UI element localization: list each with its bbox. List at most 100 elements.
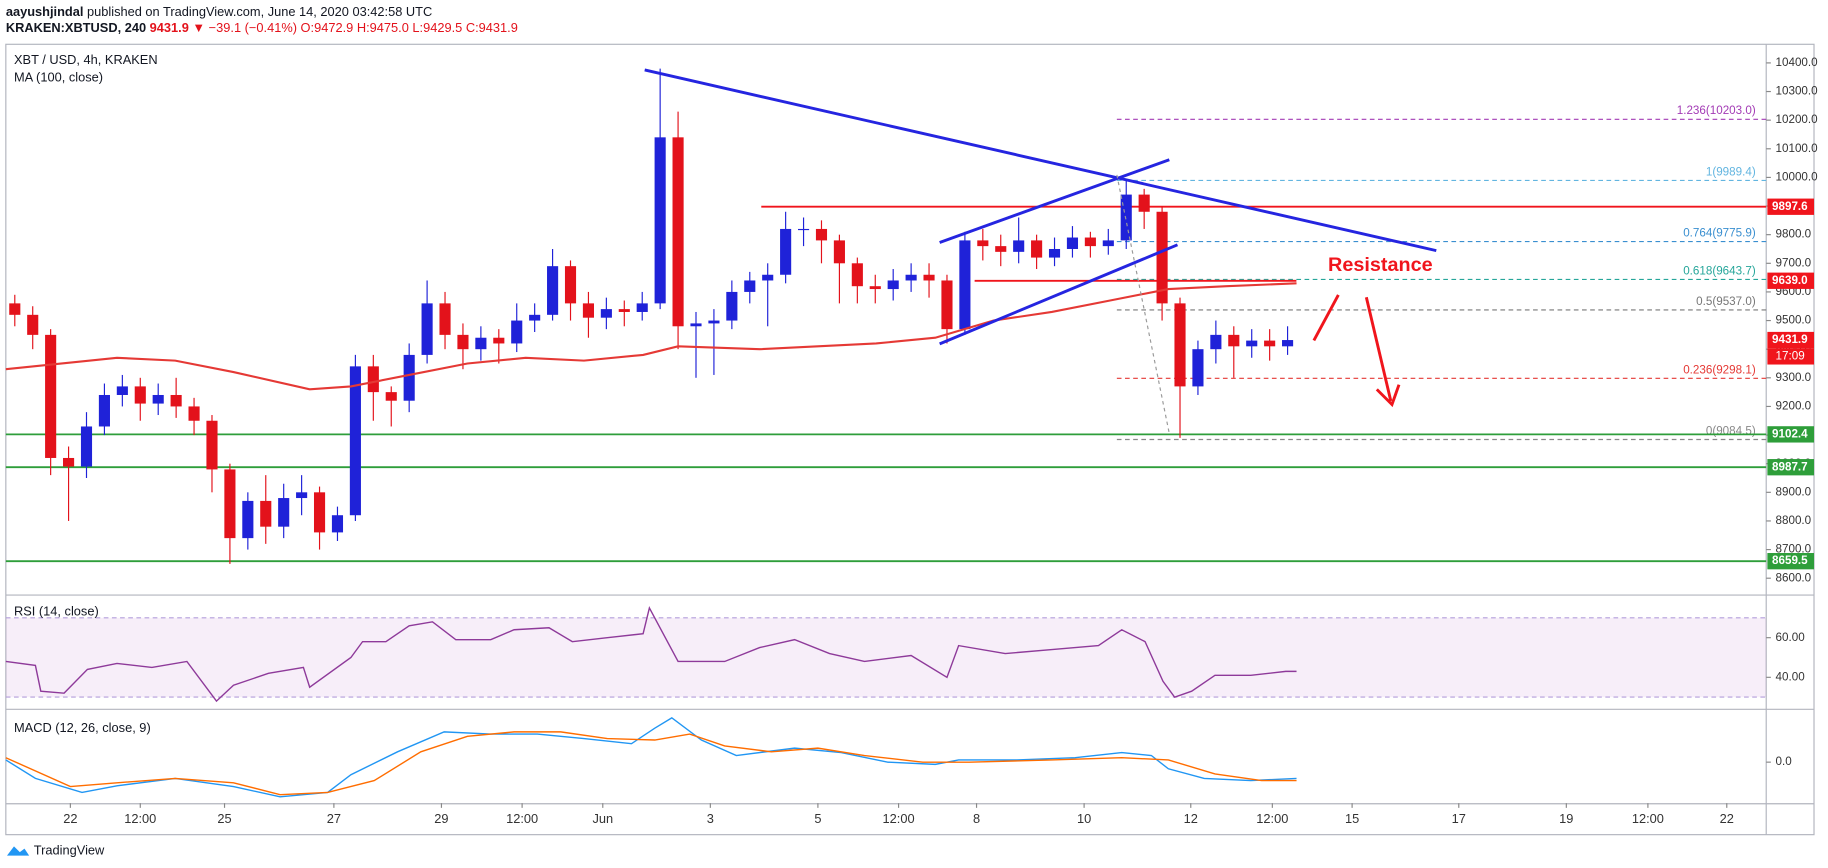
- candle-body: [547, 266, 559, 315]
- countdown-box: [1767, 348, 1815, 365]
- y-tick-label: 9500.0: [1776, 314, 1812, 327]
- macd-line: [5, 717, 1297, 798]
- x-tick-label: 12:00: [124, 811, 156, 826]
- candle-body: [188, 406, 200, 421]
- price-label-box: [1767, 198, 1815, 215]
- countdown: 17:09: [1776, 349, 1805, 362]
- candle-body: [116, 386, 128, 395]
- fib-label: 0(9084.5): [1706, 424, 1756, 437]
- y-tick-label: 8600.0: [1776, 571, 1812, 584]
- candle-body: [1246, 340, 1258, 347]
- rsi-tick-label: 40.00: [1776, 670, 1806, 683]
- rsi-tick-label: 60.00: [1776, 631, 1806, 644]
- candle-body: [582, 303, 594, 318]
- change: ▼ −39.1 (−0.41%): [192, 21, 297, 36]
- candle-body: [1282, 340, 1294, 347]
- x-tick-label: 12:00: [1256, 811, 1288, 826]
- y-tick-label: 10400.0: [1776, 56, 1819, 69]
- fib-label: 0.618(9643.7): [1683, 264, 1756, 277]
- candle-body: [564, 266, 577, 304]
- candle-body: [9, 303, 21, 315]
- candle-body: [27, 314, 39, 335]
- candle-body: [296, 492, 308, 499]
- rsi-line: [5, 606, 1297, 703]
- candle-body: [600, 309, 612, 318]
- price-label-box: [1767, 459, 1815, 476]
- x-tick-label: 8: [973, 811, 980, 826]
- y-tick-label: 9200.0: [1776, 400, 1812, 413]
- x-tick-label: 25: [217, 811, 231, 826]
- candle-body: [690, 323, 702, 327]
- candle-body: [780, 228, 792, 275]
- candle-body: [618, 309, 630, 312]
- price-label-box: [1767, 331, 1815, 349]
- candle-body: [726, 291, 738, 321]
- x-tick-label: 22: [1720, 811, 1734, 826]
- candle-body: [224, 469, 236, 539]
- candle-body: [1102, 240, 1114, 247]
- trend-line: [644, 68, 1437, 253]
- y-tick-label: 10300.0: [1776, 85, 1819, 98]
- y-tick-label: 10000.0: [1776, 170, 1819, 183]
- header-line: aayushjindal published on TradingView.co…: [6, 4, 432, 19]
- candle-body: [367, 366, 379, 393]
- x-tick-label: 19: [1559, 811, 1573, 826]
- symbol: KRAKEN:XBTUSD, 240: [6, 21, 146, 36]
- ohlc: O:9472.9 H:9475.0 L:9429.5 C:9431.9: [301, 21, 518, 36]
- rsi-title: RSI (14, close): [14, 603, 99, 618]
- candle-body: [833, 240, 845, 264]
- fib-trend: [1116, 174, 1170, 434]
- symbol-line: KRAKEN:XBTUSD, 240 9431.9 ▼ −39.1 (−0.41…: [6, 21, 518, 36]
- price-label-box: [1767, 426, 1815, 443]
- channel-line: [939, 158, 1170, 244]
- ma-legend: MA (100, close): [14, 69, 103, 84]
- candle-body: [887, 280, 899, 290]
- y-tick-label: 10100.0: [1776, 142, 1819, 155]
- chart-title: XBT / USD, 4h, KRAKEN: [14, 52, 158, 67]
- candle-body: [403, 354, 415, 401]
- candle-body: [1084, 237, 1096, 247]
- candle-body: [869, 286, 881, 290]
- candle-body: [170, 394, 182, 407]
- brand[interactable]: TradingView: [34, 842, 105, 857]
- candle-body: [98, 394, 110, 427]
- candle-body: [1174, 303, 1186, 387]
- candle-body: [421, 303, 433, 355]
- candle-body: [313, 492, 326, 533]
- candle-body: [1138, 194, 1150, 212]
- candle-body: [1120, 194, 1132, 241]
- x-tick-label: 12:00: [506, 811, 538, 826]
- y-tick-label: 8900.0: [1776, 485, 1812, 498]
- y-tick-label: 8800.0: [1776, 514, 1812, 527]
- channel-line: [939, 243, 1179, 346]
- candle-body: [762, 274, 774, 281]
- candle-body: [493, 337, 505, 344]
- candle-body: [672, 137, 684, 327]
- published: published on TradingView.com, June 14, 2…: [87, 4, 432, 19]
- candle-body: [1264, 340, 1276, 347]
- marks: 8600.08700.08800.08900.09000.09100.09200…: [5, 56, 1819, 826]
- price-label-box: [1767, 272, 1815, 289]
- price-label: 9897.6: [1772, 200, 1808, 213]
- x-tick-label: 3: [707, 811, 714, 826]
- candle-body: [977, 240, 989, 247]
- candle-body: [278, 498, 290, 527]
- fib-label: 1.236(10203.0): [1677, 104, 1756, 117]
- price-label: 8987.7: [1772, 460, 1808, 473]
- candle-body: [995, 246, 1007, 252]
- rsi-band: [5, 617, 1767, 698]
- candle-body: [63, 457, 75, 467]
- author[interactable]: aayushjindal: [6, 4, 84, 19]
- x-tick-label: 29: [434, 811, 448, 826]
- x-tick-label: 22: [63, 811, 77, 826]
- y-tick-label: 9300.0: [1776, 371, 1812, 384]
- candle-body: [385, 392, 397, 401]
- x-tick-label: 12:00: [1632, 811, 1664, 826]
- candle-body: [941, 280, 953, 330]
- y-tick-label: 10200.0: [1776, 113, 1819, 126]
- x-tick-label: 27: [327, 811, 341, 826]
- candle-body: [1228, 334, 1240, 347]
- candle-body: [349, 366, 361, 516]
